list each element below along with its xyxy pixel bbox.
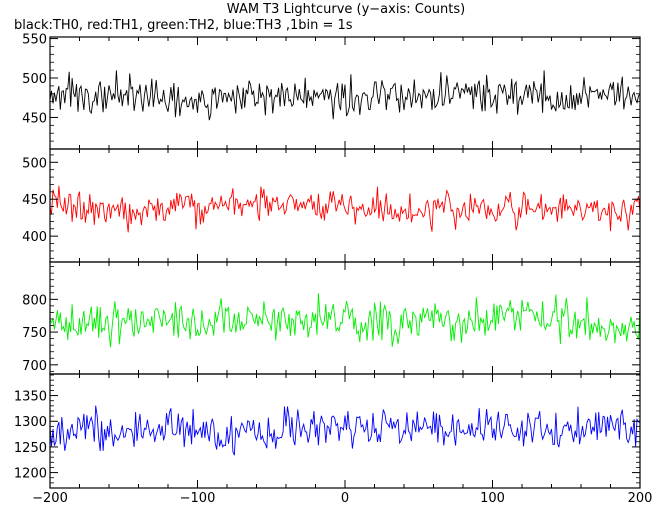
y-tick-label: 400 [22, 230, 47, 245]
y-tick-label: 1300 [14, 415, 47, 430]
y-tick-label: 1200 [14, 467, 47, 482]
chart-title: WAM T3 Lightcurve (y−axis: Counts) [227, 2, 465, 17]
series-line-th0 [49, 70, 641, 121]
y-tick-label: 500 [22, 72, 47, 87]
series-line-th3 [49, 405, 641, 456]
x-tick-label: 0 [341, 491, 349, 505]
y-tick-label: 700 [22, 359, 47, 374]
y-tick-label: 800 [22, 293, 47, 308]
panel-th2: 700 750 800 [22, 261, 641, 375]
x-tick-label: 100 [480, 491, 505, 505]
y-tick-label: 1350 [14, 390, 47, 405]
y-tick-label: 500 [22, 156, 47, 171]
panel-frame [49, 148, 641, 263]
y-tick-label: 1250 [14, 441, 47, 456]
panel-th1: 400 450 500 [22, 148, 641, 263]
y-tick-label: 750 [22, 326, 47, 341]
y-tick-label: 450 [22, 111, 47, 126]
series-line-th2 [49, 293, 641, 348]
chart-subtitle: black:TH0, red:TH1, green:TH2, blue:TH3 … [14, 18, 353, 33]
panel-th0: 450 500 550 [22, 33, 641, 150]
x-tick-label: −100 [180, 491, 216, 505]
y-tick-label: 450 [22, 193, 47, 208]
x-tick-label: −200 [32, 491, 68, 505]
y-tick-label: 550 [22, 33, 47, 48]
series-line-th1 [49, 185, 641, 233]
panel-th3: 1200 1250 1300 1350 [14, 373, 641, 489]
x-tick-label: 200 [628, 491, 653, 505]
